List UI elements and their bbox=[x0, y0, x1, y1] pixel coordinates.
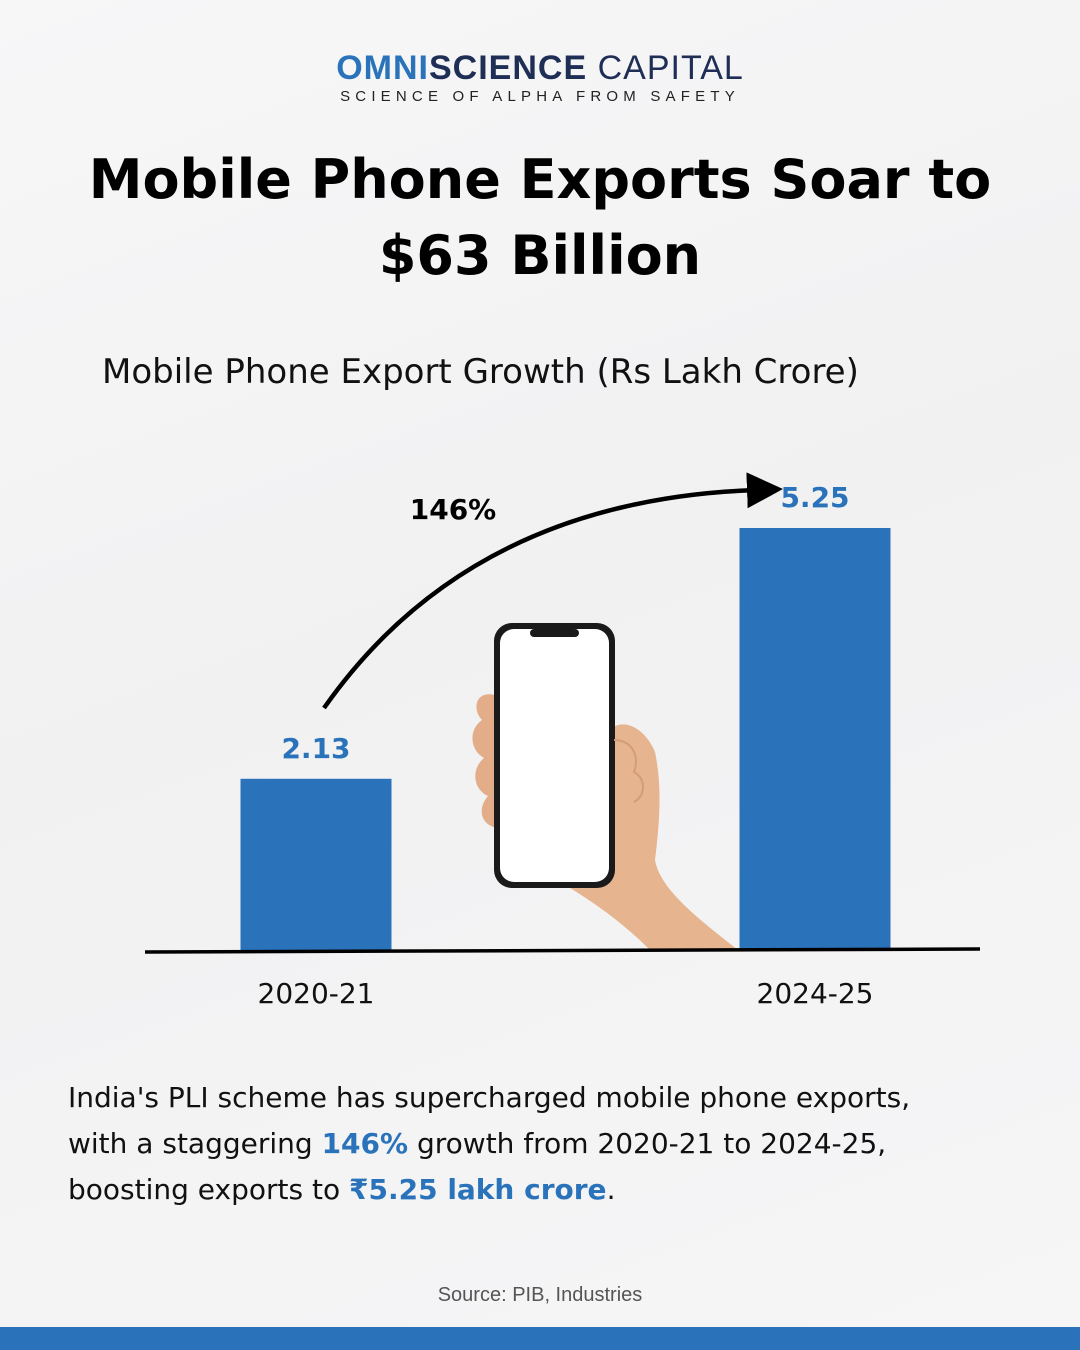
bars-layer bbox=[240, 528, 891, 950]
summary-highlight-value: ₹5.25 lakh crore bbox=[349, 1173, 607, 1206]
headline-line-1: Mobile Phone Exports Soar to bbox=[88, 148, 992, 211]
brand-logo: OMNISCIENCE CAPITAL SCIENCE OF ALPHA FRO… bbox=[0, 48, 1080, 105]
growth-arrow bbox=[322, 472, 783, 710]
bar-2024-25 bbox=[739, 528, 891, 950]
x-axis-line bbox=[144, 947, 981, 954]
bar-2020-21 bbox=[240, 778, 392, 950]
source-note: Source: PIB, Industries bbox=[437, 1284, 643, 1306]
summary-part-4: boosting exports to bbox=[68, 1173, 349, 1206]
value-label-2024-25: 5.25 bbox=[780, 481, 849, 514]
summary-part-3: growth from 2020-21 to 2024-25, bbox=[408, 1127, 887, 1160]
summary-highlight-growth: 146% bbox=[321, 1127, 409, 1160]
labels-layer: 2.13 2020-21 5.25 2024-25 bbox=[258, 481, 874, 1010]
headline: Mobile Phone Exports Soar to $63 Billion bbox=[40, 142, 1040, 294]
brand-tagline: SCIENCE OF ALPHA FROM SAFETY bbox=[340, 88, 740, 105]
summary-part-5: . bbox=[606, 1173, 616, 1206]
bottom-accent-bar bbox=[0, 1327, 1080, 1350]
brand-name-omni: OMNI bbox=[336, 49, 429, 87]
brand-name: OMNISCIENCE CAPITAL bbox=[0, 48, 1080, 88]
brand-name-capital: CAPITAL bbox=[597, 49, 744, 87]
hand-holding-phone-icon bbox=[472, 623, 738, 950]
growth-annotation: 146% bbox=[410, 493, 497, 526]
summary-part-1: India's PLI scheme has supercharged mobi… bbox=[68, 1081, 911, 1114]
category-label-2020-21: 2020-21 bbox=[258, 977, 375, 1010]
headline-line-2: $63 Billion bbox=[378, 224, 702, 287]
chart-title: Mobile Phone Export Growth (Rs Lakh Cror… bbox=[102, 352, 859, 392]
value-label-2020-21: 2.13 bbox=[281, 732, 350, 765]
summary-part-2: with a staggering bbox=[68, 1127, 322, 1160]
bar-chart: 146% 2.13 2020-21 5.25 2024-25 bbox=[144, 472, 981, 1010]
summary-text: India's PLI scheme has supercharged mobi… bbox=[68, 1075, 1028, 1213]
category-label-2024-25: 2024-25 bbox=[757, 977, 874, 1010]
brand-name-science: SCIENCE bbox=[429, 49, 588, 87]
